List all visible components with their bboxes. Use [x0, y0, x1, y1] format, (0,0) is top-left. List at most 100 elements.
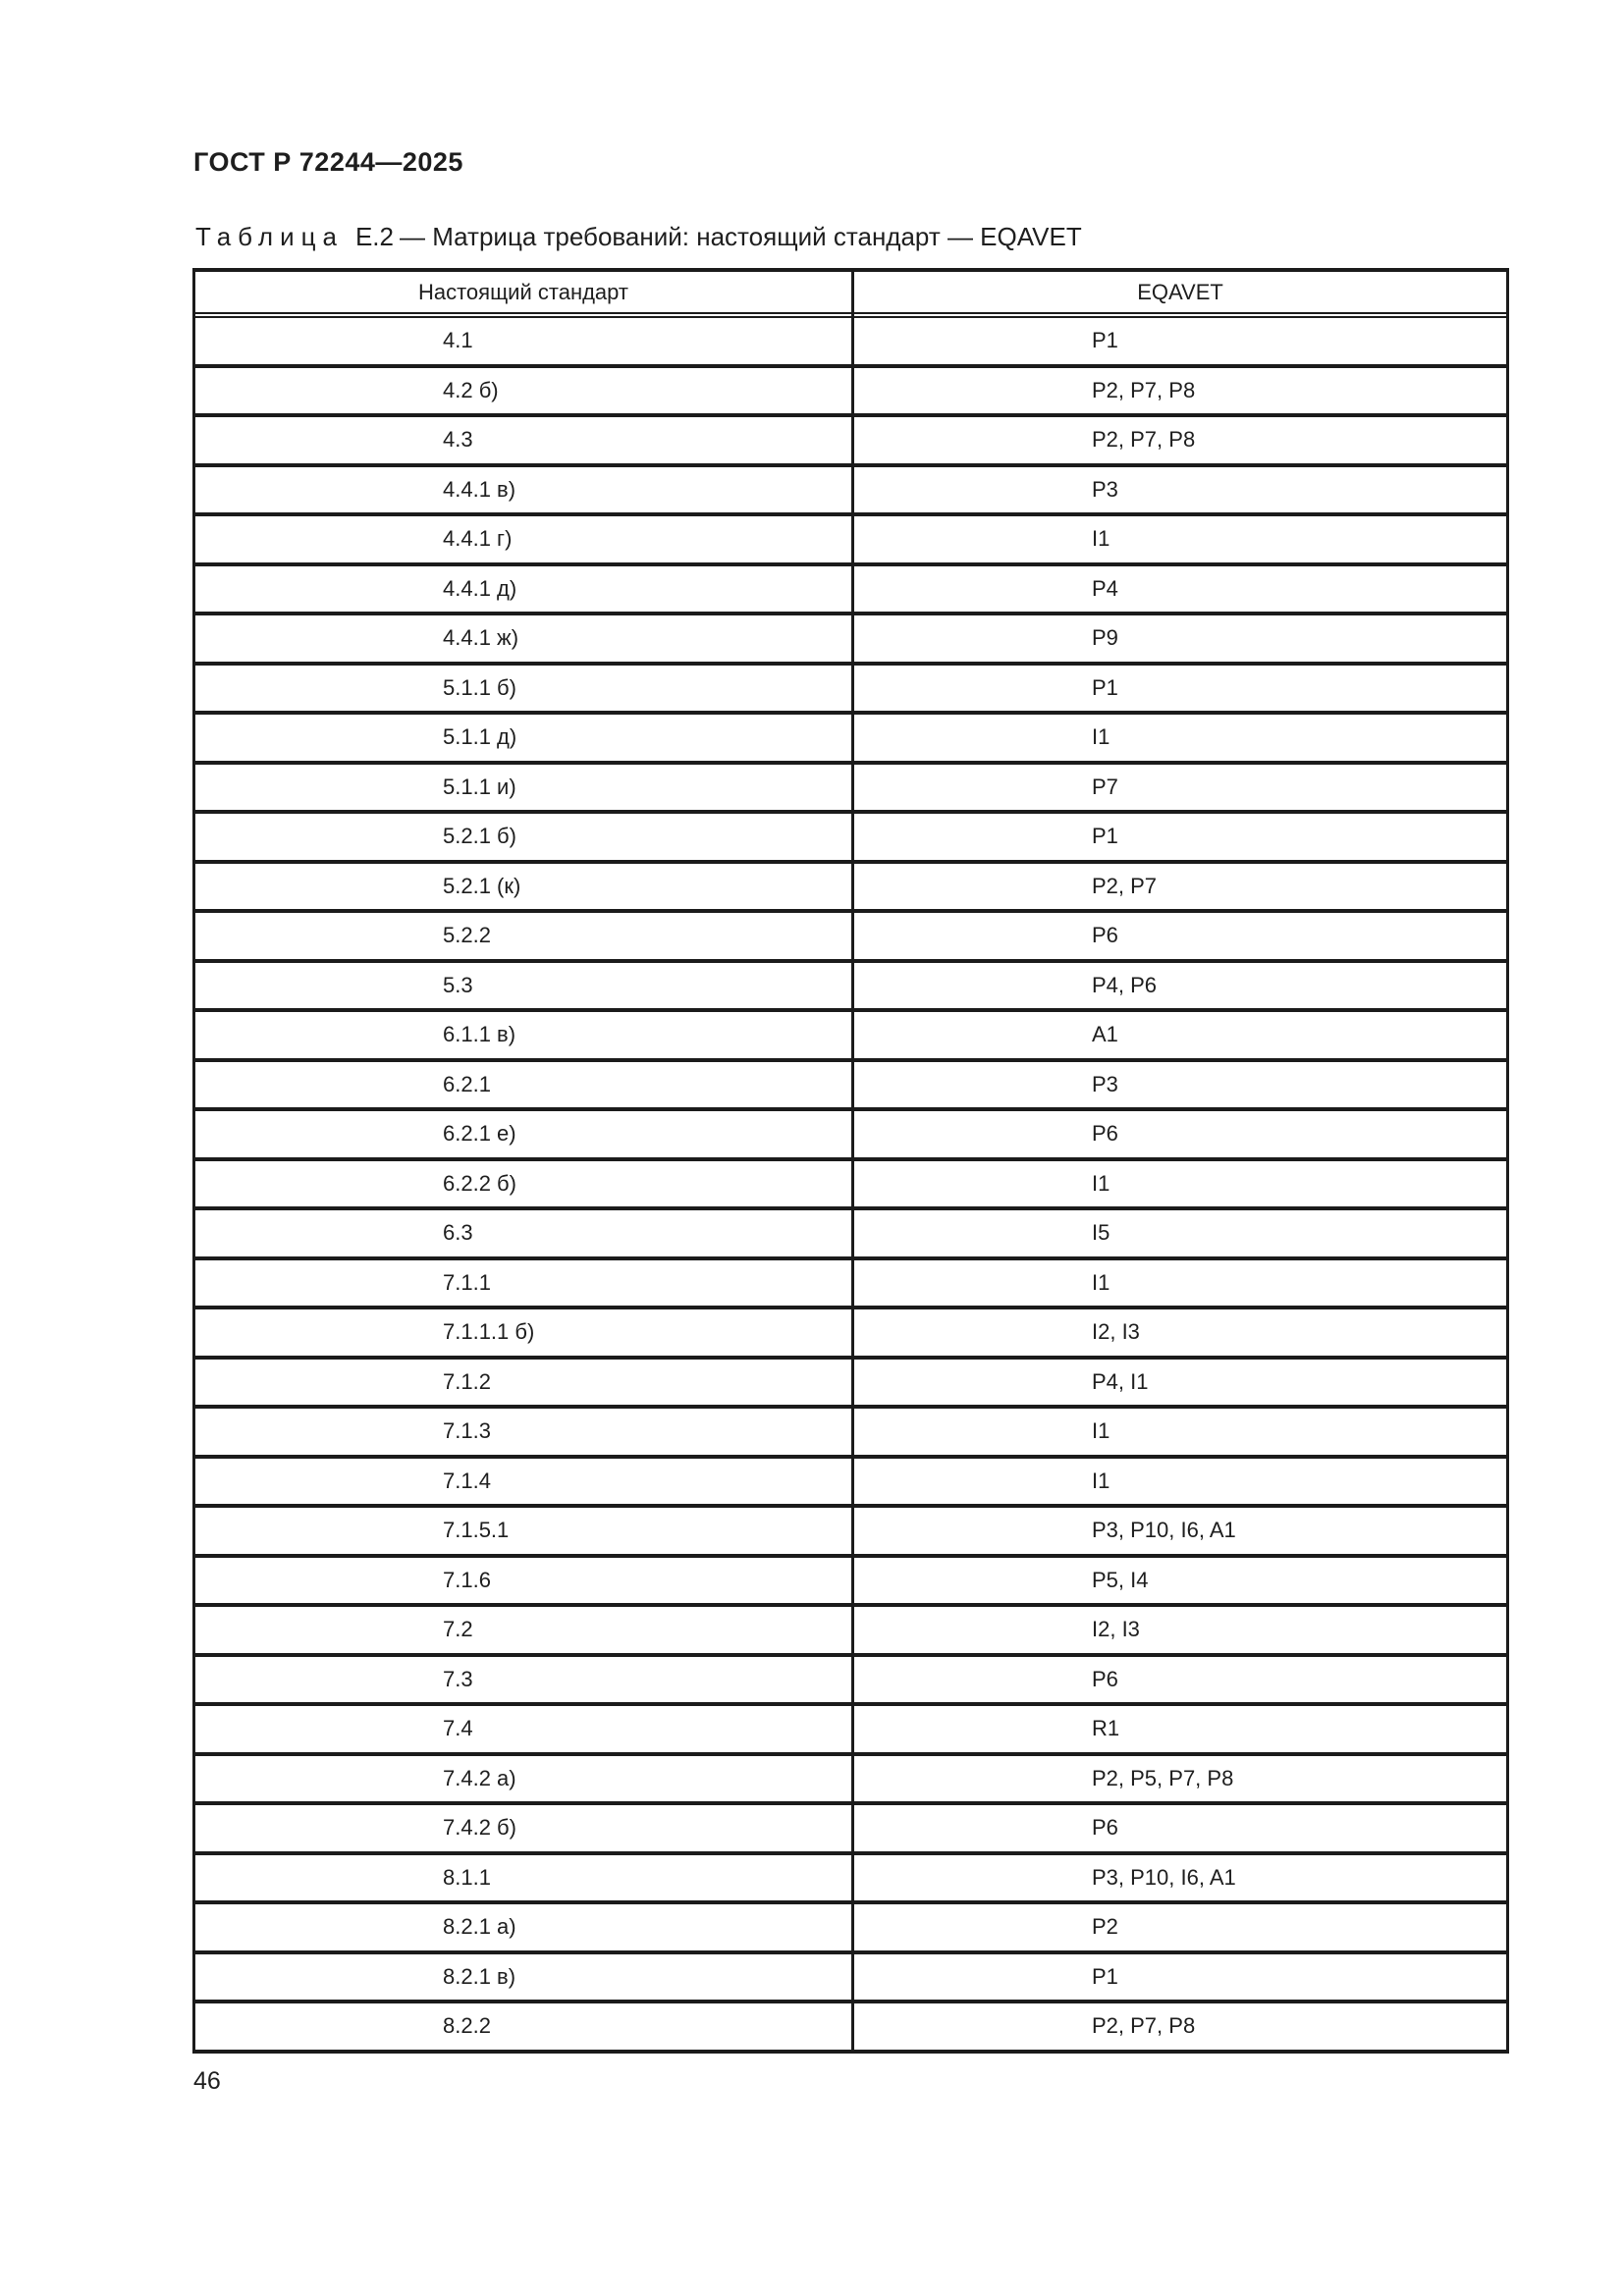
- table-row: 7.3 P6: [195, 1652, 1506, 1702]
- table-row: 7.1.4 I1: [195, 1454, 1506, 1504]
- standard-cell: 8.2.2: [195, 2003, 854, 2050]
- standard-cell: 7.1.1.1 б): [195, 1309, 854, 1356]
- eqavet-cell: P2, P7, P8: [1092, 427, 1196, 452]
- eqavet-cell: I1: [1092, 526, 1110, 551]
- eqavet-cell: P1: [1092, 328, 1118, 352]
- standard-cell: 4.3: [195, 417, 854, 463]
- standard-cell: 4.4.1 ж): [195, 615, 854, 662]
- standard-cell: 5.2.2: [195, 913, 854, 959]
- standard-cell: 7.1.4: [195, 1458, 854, 1504]
- table-row: 4.3 P2, P7, P8: [195, 413, 1506, 463]
- table-row: 6.2.2 б) I1: [195, 1156, 1506, 1206]
- standard-cell: 6.3: [195, 1210, 854, 1256]
- standard-cell: 4.4.1 в): [195, 466, 854, 512]
- table-row: 4.2 б) P2, P7, P8: [195, 363, 1506, 413]
- standard-cell: 6.2.1 е): [195, 1111, 854, 1157]
- eqavet-cell: P3: [1092, 476, 1118, 502]
- document-code-header: ГОСТ Р 72244—2025: [193, 147, 463, 177]
- table-caption-number: Е.2: [354, 222, 394, 251]
- eqavet-cell: P7: [1092, 774, 1118, 799]
- eqavet-cell: P4, I1: [1092, 1368, 1149, 1394]
- eqavet-cell: P4: [1092, 575, 1118, 601]
- table-row: 6.3 I5: [195, 1206, 1506, 1256]
- table-row: 5.2.1 б) P1: [195, 810, 1506, 860]
- table-row: 4.4.1 ж) P9: [195, 612, 1506, 662]
- column-header-eqavet: EQAVET: [1137, 280, 1223, 304]
- table-row: 8.2.1 в) P1: [195, 1949, 1506, 2000]
- eqavet-cell: I2, I3: [1092, 1319, 1140, 1344]
- standard-cell: 7.1.3: [195, 1409, 854, 1455]
- requirements-matrix-table: Настоящий стандарт EQAVET 4.1 P1 4.2 б) …: [192, 268, 1509, 2054]
- eqavet-cell: P2, P5, P7, P8: [1092, 1765, 1234, 1790]
- table-row: 5.1.1 д) I1: [195, 711, 1506, 761]
- eqavet-cell: P4, P6: [1092, 972, 1158, 997]
- table-row: 7.1.6 P5, I4: [195, 1553, 1506, 1603]
- standard-cell: 5.1.1 и): [195, 764, 854, 810]
- eqavet-cell: P5, I4: [1092, 1567, 1149, 1592]
- eqavet-cell: P6: [1092, 1666, 1118, 1691]
- table-row: 4.1 P1: [195, 318, 1506, 364]
- standard-cell: 4.2 б): [195, 367, 854, 413]
- standard-cell: 6.1.1 в): [195, 1012, 854, 1058]
- standard-cell: 6.2.2 б): [195, 1160, 854, 1206]
- table-row: 5.2.2 P6: [195, 909, 1506, 959]
- table-row: 7.2 I2, I3: [195, 1603, 1506, 1653]
- eqavet-cell: P3, P10, I6, A1: [1092, 1518, 1236, 1542]
- eqavet-cell: P6: [1092, 1121, 1118, 1146]
- standard-cell: 7.3: [195, 1656, 854, 1702]
- table-caption-label: Таблица: [195, 222, 344, 251]
- eqavet-cell: R1: [1092, 1716, 1120, 1740]
- eqavet-cell: I1: [1092, 724, 1110, 749]
- standard-cell: 7.4.2 а): [195, 1755, 854, 1801]
- eqavet-cell: I1: [1092, 1170, 1110, 1196]
- standard-cell: 8.2.1 а): [195, 1904, 854, 1950]
- standard-cell: 8.1.1: [195, 1854, 854, 1900]
- standard-cell: 4.4.1 д): [195, 565, 854, 612]
- table-row: 8.2.1 а) P2: [195, 1900, 1506, 1950]
- standard-cell: 5.2.1 (к): [195, 863, 854, 909]
- table-row: 7.4.2 а) P2, P5, P7, P8: [195, 1751, 1506, 1801]
- table-row: 6.2.1 е) P6: [195, 1107, 1506, 1157]
- standard-cell: 7.1.2: [195, 1359, 854, 1405]
- standard-cell: 7.4: [195, 1706, 854, 1752]
- table-row: 5.3 P4, P6: [195, 958, 1506, 1008]
- table-body: 4.1 P1 4.2 б) P2, P7, P8 4.3 P2, P7, P8 …: [195, 318, 1506, 2050]
- page-number: 46: [193, 2067, 221, 2095]
- table-row: 4.4.1 д) P4: [195, 561, 1506, 612]
- eqavet-cell: P6: [1092, 923, 1118, 947]
- eqavet-cell: P2, P7, P8: [1092, 2013, 1196, 2038]
- standard-cell: 7.4.2 б): [195, 1805, 854, 1851]
- standard-cell: 5.2.1 б): [195, 814, 854, 860]
- eqavet-cell: I2, I3: [1092, 1617, 1140, 1641]
- table-row: 7.1.2 P4, I1: [195, 1355, 1506, 1405]
- standard-cell: 4.1: [195, 318, 854, 364]
- table-row: 7.4 R1: [195, 1702, 1506, 1752]
- column-header-standard: Настоящий стандарт: [195, 272, 854, 312]
- table-row: 5.2.1 (к) P2, P7: [195, 859, 1506, 909]
- table-row: 7.1.3 I1: [195, 1405, 1506, 1455]
- eqavet-cell: P2: [1092, 1914, 1118, 1939]
- table-row: 8.1.1 P3, P10, I6, A1: [195, 1850, 1506, 1900]
- eqavet-cell: A1: [1092, 1022, 1118, 1046]
- table-caption: Таблица Е.2— Матрица требований: настоящи…: [195, 222, 1082, 252]
- eqavet-cell: P6: [1092, 1815, 1118, 1840]
- eqavet-cell: P3: [1092, 1071, 1118, 1096]
- table-header-row: Настоящий стандарт EQAVET: [195, 272, 1506, 312]
- standard-cell: 5.1.1 д): [195, 715, 854, 761]
- eqavet-cell: P1: [1092, 674, 1118, 700]
- standard-cell: 7.1.1: [195, 1259, 854, 1306]
- eqavet-cell: P1: [1092, 1963, 1118, 1989]
- table-row: 6.1.1 в) A1: [195, 1008, 1506, 1058]
- eqavet-cell: I1: [1092, 1418, 1110, 1443]
- eqavet-cell: P2, P7, P8: [1092, 377, 1196, 402]
- eqavet-cell: I1: [1092, 1269, 1110, 1295]
- header-double-rule: [195, 312, 1506, 318]
- eqavet-cell: P1: [1092, 824, 1118, 848]
- standard-cell: 5.3: [195, 962, 854, 1008]
- table-row: 6.2.1 P3: [195, 1057, 1506, 1107]
- eqavet-cell: I5: [1092, 1220, 1110, 1245]
- table-row: 7.1.1.1 б) I2, I3: [195, 1306, 1506, 1356]
- standard-cell: 4.4.1 г): [195, 516, 854, 562]
- eqavet-cell: P2, P7: [1092, 873, 1158, 898]
- table-row: 7.1.1 I1: [195, 1255, 1506, 1306]
